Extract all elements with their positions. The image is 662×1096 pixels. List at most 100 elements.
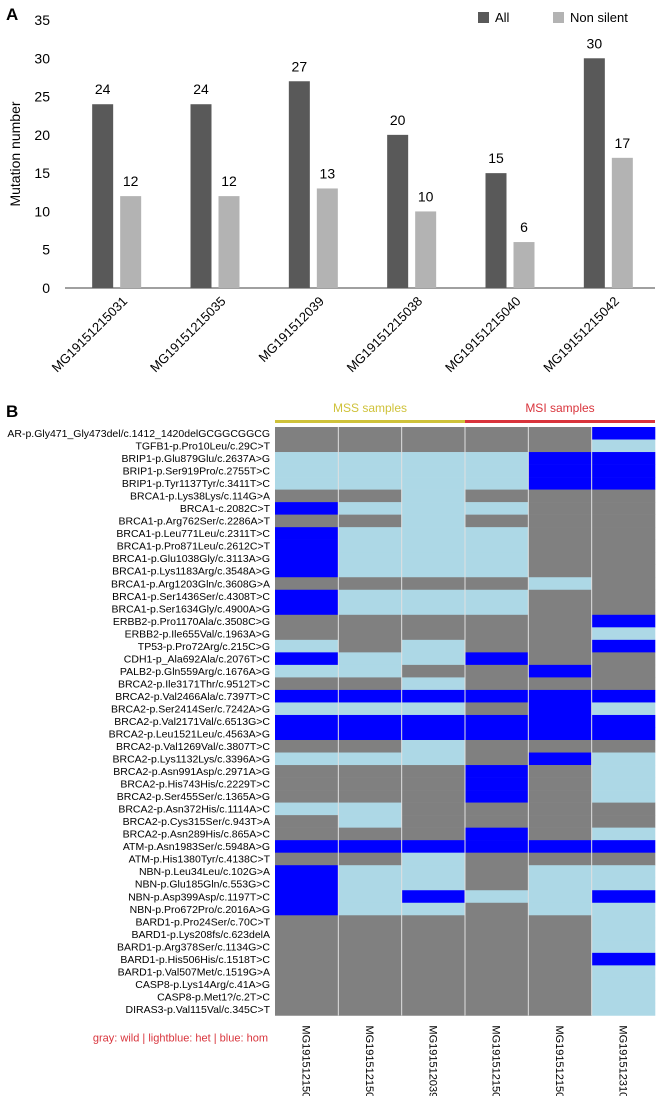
heatmap-cell-het bbox=[401, 877, 466, 891]
heatmap-cell-wild bbox=[528, 765, 592, 778]
heatmap-cell-wild bbox=[275, 577, 339, 591]
row-label: ATM-p.His1380Tyr/c.4138C>T bbox=[129, 854, 271, 866]
heatmap-cell-het bbox=[401, 740, 466, 753]
heatmap-cell-hom bbox=[591, 689, 656, 703]
heatmap-cell-wild bbox=[465, 514, 529, 528]
heatmap-cell-wild bbox=[275, 777, 339, 791]
heatmap-cell-hom bbox=[528, 752, 592, 766]
heatmap-cell-hom bbox=[401, 890, 466, 904]
heatmap-cell-hom bbox=[275, 564, 339, 578]
group-bar bbox=[275, 420, 465, 423]
heatmap-cell-wild bbox=[275, 915, 339, 929]
bar-non-silent bbox=[316, 188, 338, 288]
row-label: CASP8-p.Lys14Arg/c.41A>G bbox=[135, 979, 270, 991]
heatmap-cell-wild bbox=[275, 677, 339, 691]
heatmap-cell-wild bbox=[528, 990, 592, 1004]
heatmap-cell-wild bbox=[465, 427, 529, 440]
row-label: NBN-p.Pro672Pro/c.2016A>G bbox=[130, 904, 270, 916]
legend-label: Non silent bbox=[570, 10, 628, 25]
row-label: CASP8-p.Met1?/c.2T>C bbox=[157, 991, 270, 1003]
heatmap-cell-hom bbox=[275, 865, 339, 879]
heatmap-cell-wild bbox=[338, 827, 402, 841]
heatmap-cell-wild bbox=[591, 815, 656, 828]
heatmap-cell-wild bbox=[591, 552, 656, 566]
heatmap-cell-het bbox=[401, 489, 466, 503]
heatmap-cell-het bbox=[528, 902, 592, 916]
heatmap-cell-het bbox=[338, 652, 402, 666]
heatmap-cell-wild bbox=[401, 765, 466, 778]
heatmap-cell-het bbox=[401, 527, 466, 540]
heatmap-cell-hom bbox=[528, 702, 592, 716]
heatmap-cell-hom bbox=[591, 840, 656, 853]
heatmap-cell-wild bbox=[465, 439, 529, 453]
heatmap-cell-wild bbox=[401, 940, 466, 954]
heatmap-cell-het bbox=[591, 827, 656, 841]
heatmap-cell-het bbox=[591, 765, 656, 778]
heatmap-cell-hom bbox=[275, 539, 339, 553]
heatmap-cell-hom bbox=[465, 689, 529, 703]
heatmap-cell-wild bbox=[528, 852, 592, 866]
row-label: PALB2-p.Gln559Arg/c.1676A>G bbox=[120, 666, 270, 678]
heatmap-cell-hom bbox=[401, 689, 466, 703]
heatmap-cell-wild bbox=[465, 877, 529, 891]
row-label: BARD1-p.Arg378Ser/c.1134G>C bbox=[117, 941, 270, 953]
heatmap-cell-het bbox=[591, 790, 656, 803]
bar-non-silent bbox=[513, 242, 535, 288]
heatmap-cell-hom bbox=[465, 827, 529, 841]
x-tick-label: MG19151215035 bbox=[147, 294, 229, 376]
heatmap-cell-het bbox=[338, 564, 402, 578]
x-tick-label: MG19151215040 bbox=[442, 294, 524, 376]
row-label: DIRAS3-p.Val115Val/c.345C>T bbox=[126, 1004, 271, 1016]
heatmap-cell-het bbox=[591, 777, 656, 791]
heatmap-cell-wild bbox=[338, 915, 402, 929]
heatmap-cell-wild bbox=[275, 790, 339, 803]
heatmap-cell-het bbox=[401, 752, 466, 766]
heatmap-cell-het bbox=[401, 677, 466, 691]
data-label: 27 bbox=[292, 58, 308, 74]
heatmap-cell-het bbox=[591, 752, 656, 766]
heatmap-cell-wild bbox=[528, 427, 592, 440]
heatmap-cell-het bbox=[338, 902, 402, 916]
heatmap-cell-hom bbox=[401, 714, 466, 728]
heatmap-cell-het bbox=[338, 702, 402, 716]
heatmap-cell-wild bbox=[465, 902, 529, 916]
heatmap-cell-wild bbox=[401, 915, 466, 929]
heatmap-cell-wild bbox=[465, 677, 529, 691]
heatmap-cell-wild bbox=[401, 577, 466, 591]
heatmap-cell-hom bbox=[275, 890, 339, 904]
heatmap-cell-wild bbox=[591, 514, 656, 528]
heatmap-cell-wild bbox=[528, 614, 592, 628]
heatmap-cell-wild bbox=[275, 852, 339, 866]
heatmap-cell-wild bbox=[528, 602, 592, 616]
legend-label: All bbox=[495, 10, 510, 25]
column-label: MG191512039 bbox=[426, 1025, 438, 1096]
heatmap-cell-wild bbox=[401, 815, 466, 828]
heatmap-cell-wild bbox=[591, 602, 656, 616]
heatmap-cell-het bbox=[338, 589, 402, 603]
heatmap-cell-wild bbox=[528, 677, 592, 691]
heatmap-cell-wild bbox=[275, 740, 339, 753]
heatmap-cell-het bbox=[465, 602, 529, 616]
heatmap-cell-wild bbox=[591, 740, 656, 753]
heatmap-cell-hom bbox=[275, 877, 339, 891]
column-label: MG19151215035 bbox=[363, 1025, 375, 1096]
heatmap-cell-wild bbox=[275, 489, 339, 503]
heatmap-cell-wild bbox=[591, 664, 656, 678]
heatmap-cell-het bbox=[338, 877, 402, 891]
heatmap-cell-hom bbox=[591, 427, 656, 440]
row-label: BRCA2-p.Val2466Ala/c.7397T>C bbox=[115, 691, 270, 703]
y-tick-label: 5 bbox=[42, 242, 50, 258]
row-label: NBN-p.Asp399Asp/c.1197T>C bbox=[128, 891, 270, 903]
heatmap-cell-wild bbox=[528, 589, 592, 603]
heatmap-cell-hom bbox=[401, 727, 466, 741]
heatmap-cell-wild bbox=[275, 977, 339, 991]
heatmap-cell-wild bbox=[591, 589, 656, 603]
heatmap-cell-wild bbox=[338, 990, 402, 1004]
data-label: 20 bbox=[390, 112, 406, 128]
column-label: MG19151231042 bbox=[616, 1025, 628, 1096]
heatmap-cell-wild bbox=[401, 927, 466, 941]
row-label: BARD1-p.Val507Met/c.1519G>A bbox=[118, 966, 270, 978]
y-tick-label: 25 bbox=[34, 89, 50, 105]
heatmap-cell-het bbox=[591, 990, 656, 1004]
